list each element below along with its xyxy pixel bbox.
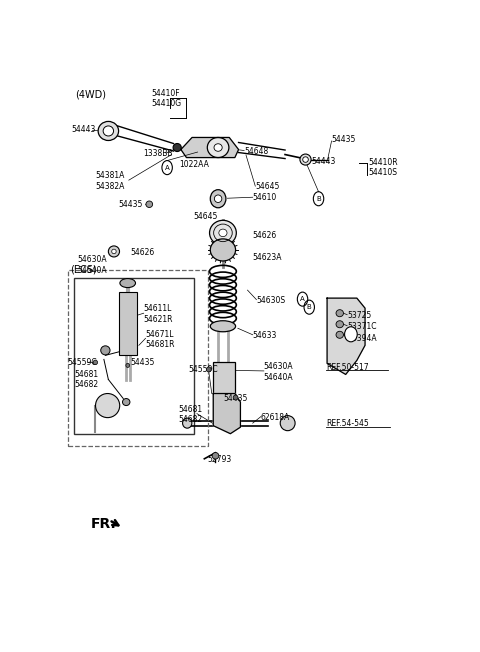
Bar [68, 270, 208, 446]
Text: 54610: 54610 [252, 193, 277, 202]
Text: 62618A: 62618A [261, 413, 290, 422]
Text: (ECS): (ECS) [71, 264, 97, 274]
Ellipse shape [120, 278, 135, 288]
Ellipse shape [96, 394, 120, 418]
Text: 52793: 52793 [207, 455, 231, 464]
Ellipse shape [206, 367, 211, 372]
Text: 54559C: 54559C [188, 365, 218, 374]
Ellipse shape [108, 246, 120, 257]
Text: 53371C: 53371C [347, 321, 377, 331]
Text: 54435: 54435 [332, 135, 356, 144]
Text: 54435: 54435 [224, 394, 248, 403]
Ellipse shape [126, 363, 130, 368]
Ellipse shape [122, 398, 130, 406]
Bar [119, 292, 137, 355]
Ellipse shape [300, 154, 311, 165]
Ellipse shape [210, 321, 236, 332]
Text: 54630A
54640A: 54630A 54640A [78, 256, 108, 274]
Ellipse shape [182, 418, 192, 428]
Ellipse shape [280, 415, 295, 431]
Text: 54630A
54640A: 54630A 54640A [264, 363, 293, 381]
Text: 54671L
54681R: 54671L 54681R [145, 330, 175, 349]
Text: (4WD): (4WD) [75, 89, 106, 99]
Text: 1022AA: 1022AA [179, 160, 209, 169]
Text: 54435: 54435 [130, 358, 154, 367]
Polygon shape [327, 298, 365, 374]
Ellipse shape [101, 346, 110, 355]
Text: A: A [165, 164, 169, 171]
Ellipse shape [112, 249, 116, 254]
Text: 54410R
54410S: 54410R 54410S [368, 158, 397, 177]
Ellipse shape [93, 360, 97, 364]
Text: A: A [300, 296, 305, 302]
Text: 54681
54682: 54681 54682 [74, 370, 98, 389]
Text: 54381A
54382A: 54381A 54382A [96, 171, 125, 191]
Ellipse shape [146, 201, 153, 207]
Polygon shape [181, 138, 239, 158]
Ellipse shape [336, 310, 344, 317]
Ellipse shape [103, 126, 114, 136]
Bar [213, 363, 235, 394]
Ellipse shape [336, 321, 344, 328]
Ellipse shape [212, 452, 219, 459]
Ellipse shape [210, 239, 236, 261]
Ellipse shape [210, 190, 226, 208]
Text: 54435: 54435 [119, 200, 143, 209]
Text: B: B [307, 304, 312, 310]
Text: FR.: FR. [91, 517, 116, 531]
Text: REF.54-545: REF.54-545 [326, 419, 369, 428]
Text: 54623A: 54623A [252, 253, 282, 262]
Text: 54559C: 54559C [67, 358, 97, 367]
Ellipse shape [215, 195, 222, 203]
Bar [74, 278, 194, 434]
Text: 54645: 54645 [255, 182, 280, 191]
Text: 1338BB: 1338BB [144, 149, 173, 158]
Text: 54633: 54633 [252, 331, 277, 340]
Text: 54645: 54645 [193, 213, 217, 221]
Text: 54394A: 54394A [347, 334, 377, 343]
Text: 54443: 54443 [311, 157, 336, 166]
Ellipse shape [303, 157, 308, 162]
Polygon shape [213, 394, 240, 434]
Text: 54410F
54410G: 54410F 54410G [151, 89, 181, 108]
Text: 54648: 54648 [244, 147, 268, 156]
Text: 54626: 54626 [252, 231, 277, 241]
Ellipse shape [214, 143, 222, 151]
Ellipse shape [98, 121, 119, 140]
Text: 54611L
54621R: 54611L 54621R [144, 304, 173, 324]
Text: 54443: 54443 [71, 125, 96, 134]
Text: 54681
54682: 54681 54682 [178, 405, 203, 424]
Ellipse shape [233, 395, 238, 400]
Text: 53725: 53725 [347, 311, 372, 319]
Ellipse shape [173, 143, 181, 151]
Ellipse shape [345, 327, 357, 342]
Text: REF.50-517: REF.50-517 [326, 363, 369, 372]
Ellipse shape [219, 229, 227, 237]
Ellipse shape [207, 138, 229, 158]
Ellipse shape [336, 331, 344, 338]
Text: 54630S: 54630S [256, 295, 286, 304]
Text: B: B [316, 196, 321, 201]
Text: 54626: 54626 [130, 248, 154, 257]
Ellipse shape [210, 220, 236, 245]
